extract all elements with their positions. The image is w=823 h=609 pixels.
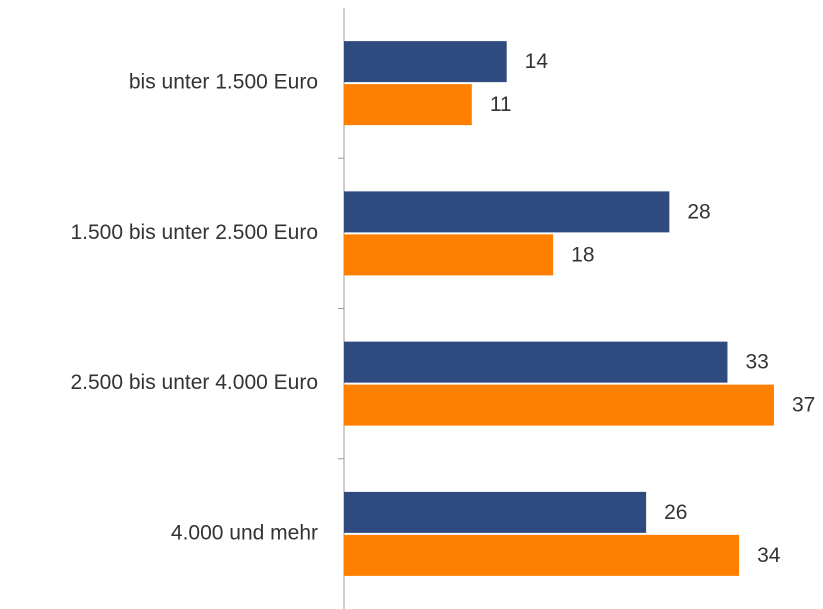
data-label: 28 xyxy=(687,200,710,223)
bar xyxy=(344,534,740,576)
bar xyxy=(344,41,507,83)
bar xyxy=(344,384,774,426)
data-label: 37 xyxy=(792,394,815,417)
category-label: 2.500 bis unter 4.000 Euro xyxy=(70,371,318,394)
category-label: bis unter 1.500 Euro xyxy=(129,71,318,94)
bar xyxy=(344,491,647,533)
bar xyxy=(344,341,728,383)
bar xyxy=(344,84,472,126)
bar xyxy=(344,191,670,233)
data-label: 14 xyxy=(525,50,549,73)
data-label: 11 xyxy=(490,93,512,116)
bar xyxy=(344,234,554,276)
category-label: 4.000 und mehr xyxy=(171,521,318,544)
category-label: 1.500 bis unter 2.500 Euro xyxy=(70,221,318,244)
data-label: 34 xyxy=(757,544,781,567)
data-label: 26 xyxy=(664,501,687,524)
data-label: 18 xyxy=(571,243,594,266)
data-label: 33 xyxy=(745,351,768,374)
